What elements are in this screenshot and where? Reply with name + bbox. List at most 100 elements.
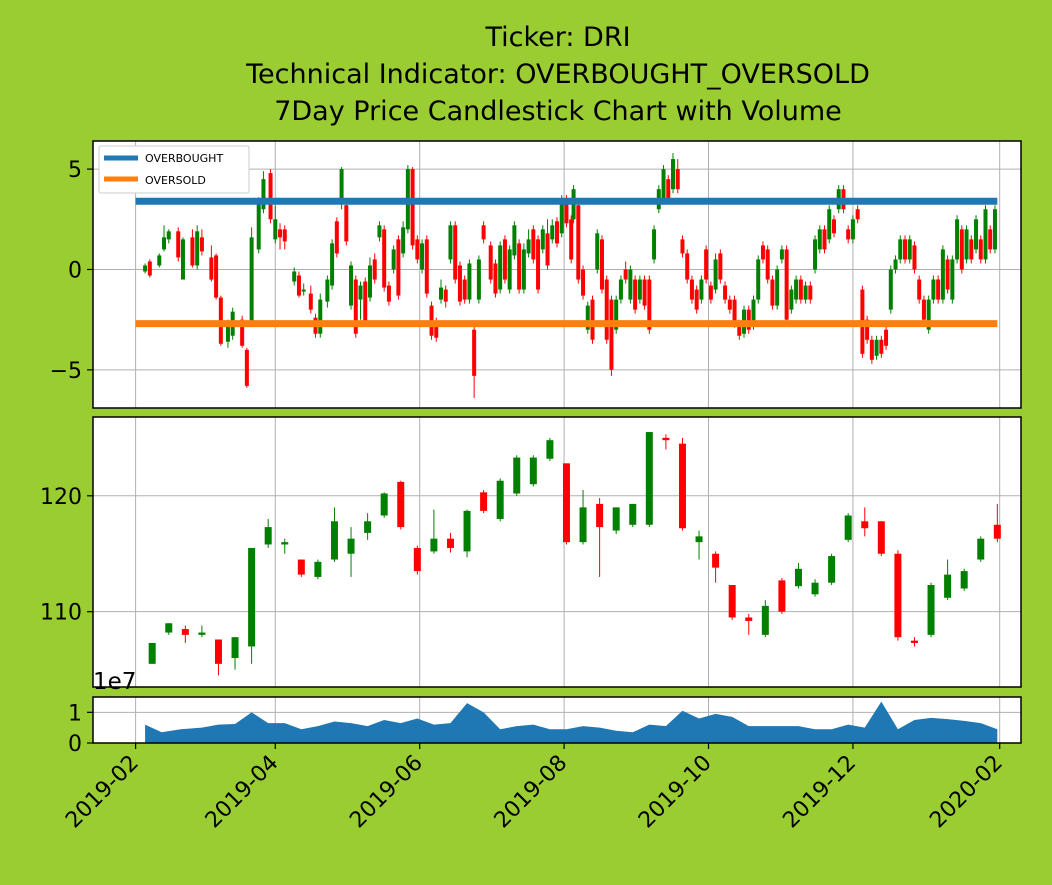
candle-body xyxy=(176,231,181,258)
legend-label-oversold: OVERSOLD xyxy=(145,174,206,187)
candle-body xyxy=(612,507,620,531)
candle-body xyxy=(180,239,185,280)
candle-body xyxy=(978,239,983,260)
indicator-y-ticks: 5 0 −5 xyxy=(50,158,93,384)
candle-body xyxy=(865,319,870,340)
candle-body xyxy=(596,503,604,528)
candle-body xyxy=(281,542,289,545)
candle-body xyxy=(314,561,322,577)
volume-area xyxy=(145,701,998,743)
candle-body xyxy=(993,524,1001,539)
price-panel: 120 110 xyxy=(40,416,1022,688)
candle-body xyxy=(292,271,297,282)
candle-body xyxy=(921,299,926,320)
candle-body xyxy=(661,169,666,200)
x-axis-ticks: 2019-02 2019-04 2019-06 2019-08 2019-10 2019-… xyxy=(61,743,1008,833)
candle-body xyxy=(569,219,574,260)
candle-body xyxy=(585,305,590,330)
candle-body xyxy=(301,289,306,292)
candle-body xyxy=(278,229,283,238)
candle-body xyxy=(318,299,323,334)
candle-body xyxy=(363,281,368,322)
candle-body xyxy=(472,329,477,376)
candle-body xyxy=(629,503,637,525)
candle-body xyxy=(944,574,952,598)
title-line-2: Technical Indicator: OVERBOUGHT_OVERSOLD xyxy=(245,59,870,90)
candle-body xyxy=(950,259,955,300)
candle-body xyxy=(410,169,415,246)
candle-body xyxy=(531,229,536,260)
candle-body xyxy=(225,321,230,342)
candle-body xyxy=(756,259,761,300)
candle-body xyxy=(446,538,454,548)
candle-body xyxy=(273,219,278,240)
candle-body xyxy=(992,209,997,250)
y-tick-label: 5 xyxy=(68,158,82,183)
candle-body xyxy=(713,259,718,290)
price-y-ticks: 120 110 xyxy=(40,485,93,626)
indicator-legend: OVERBOUGHT OVERSOLD xyxy=(98,145,250,194)
candle-body xyxy=(618,279,623,300)
candle-body xyxy=(308,293,313,310)
candle-body xyxy=(595,233,600,270)
candle-body xyxy=(662,437,670,441)
candle-body xyxy=(964,229,969,260)
candle-body xyxy=(988,229,993,250)
candle-body xyxy=(813,239,818,270)
candle-body xyxy=(695,536,703,543)
candle-body xyxy=(652,229,657,260)
candle-body xyxy=(694,289,699,310)
candle-body xyxy=(480,492,488,511)
candle-body xyxy=(413,547,421,572)
volume-exponent-label: 1e7 xyxy=(93,669,136,695)
candle-body xyxy=(917,279,922,300)
candle-body xyxy=(513,457,521,494)
candle-body xyxy=(382,229,387,288)
candle-body xyxy=(798,279,803,300)
candle-body xyxy=(162,237,167,250)
candle-body xyxy=(434,321,439,338)
candle-body xyxy=(936,279,941,300)
candle-body xyxy=(443,289,448,302)
legend-label-overbought: OVERBOUGHT xyxy=(145,152,223,165)
candle-body xyxy=(940,249,945,300)
candle-body xyxy=(546,440,554,459)
candle-body xyxy=(248,547,256,647)
candle-body xyxy=(380,493,388,516)
candle-body xyxy=(927,585,935,635)
candle-body xyxy=(761,605,769,635)
candle-body xyxy=(282,229,287,242)
candle-body xyxy=(364,521,372,533)
price-candles xyxy=(148,432,1001,676)
candle-body xyxy=(430,538,438,552)
candle-body xyxy=(396,239,401,296)
candle-body xyxy=(358,285,363,300)
candle-body xyxy=(526,239,531,254)
y-tick-label: −5 xyxy=(50,359,82,384)
candle-body xyxy=(846,229,851,240)
candle-body xyxy=(666,179,671,200)
candle-body xyxy=(675,169,680,190)
candle-body xyxy=(476,259,481,300)
candle-body xyxy=(893,259,898,270)
candle-body xyxy=(637,279,642,300)
candle-body xyxy=(623,269,628,280)
candle-body xyxy=(945,259,950,290)
candle-body xyxy=(261,179,266,210)
y-tick-label: 0 xyxy=(68,732,82,757)
y-tick-label: 1 xyxy=(68,701,82,726)
candle-body xyxy=(507,249,512,290)
candle-body xyxy=(955,219,960,260)
candle-body xyxy=(296,275,301,296)
candle-body xyxy=(680,239,685,254)
candle-body xyxy=(157,255,162,266)
candle-body xyxy=(415,239,420,260)
candle-body xyxy=(633,279,638,310)
candle-body xyxy=(712,553,720,568)
candle-body xyxy=(330,521,338,560)
volume-area-fill xyxy=(145,701,998,743)
candle-body xyxy=(888,269,893,310)
candle-body xyxy=(579,507,587,543)
indicator-panel-frame xyxy=(92,140,1022,409)
candle-body xyxy=(148,642,156,664)
